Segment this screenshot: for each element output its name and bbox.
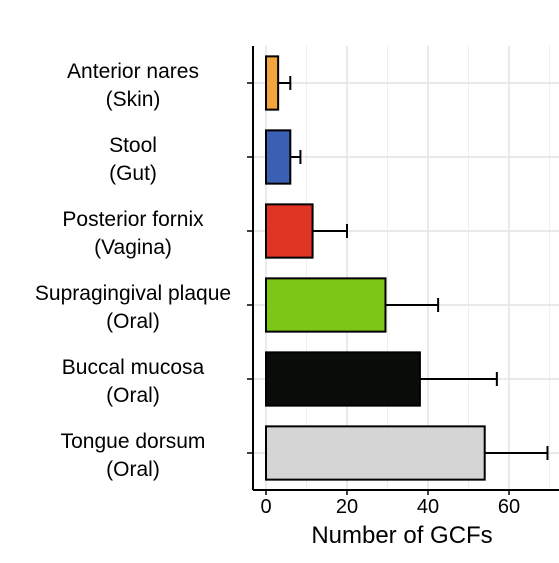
category-label-site: (Oral) xyxy=(106,384,160,407)
bar xyxy=(265,277,387,333)
bar xyxy=(265,425,486,481)
plot-panel xyxy=(253,46,559,490)
x-tick-label: 40 xyxy=(417,496,439,518)
x-tick-label: 0 xyxy=(260,496,271,518)
category-label-site: (Gut) xyxy=(109,162,157,185)
category-label-name: Supragingival plaque xyxy=(35,282,231,305)
axes: 0 20 40 60 xyxy=(247,46,559,518)
x-axis-title: Number of GCFs xyxy=(311,522,492,549)
category-label-name: Anterior nares xyxy=(67,60,199,83)
grid xyxy=(253,46,559,490)
category-label-site: (Skin) xyxy=(106,88,161,111)
bar xyxy=(265,351,421,407)
bar xyxy=(265,129,292,185)
category-label-name: Tongue dorsum xyxy=(61,430,206,453)
bars xyxy=(265,55,549,481)
category-label-site: (Vagina) xyxy=(94,236,172,259)
category-label-site: (Oral) xyxy=(106,458,160,481)
category-label-site: (Oral) xyxy=(106,310,160,333)
category-label-name: Stool xyxy=(109,134,157,157)
category-label-name: Buccal mucosa xyxy=(62,356,205,379)
bar xyxy=(265,55,280,111)
x-tick-label: 20 xyxy=(336,496,358,518)
category-label-name: Posterior fornix xyxy=(62,208,204,231)
bar xyxy=(265,203,314,259)
category-labels: Anterior nares (Skin) Stool (Gut) Posterior … xyxy=(35,60,231,481)
x-tick-label: 60 xyxy=(498,496,520,518)
